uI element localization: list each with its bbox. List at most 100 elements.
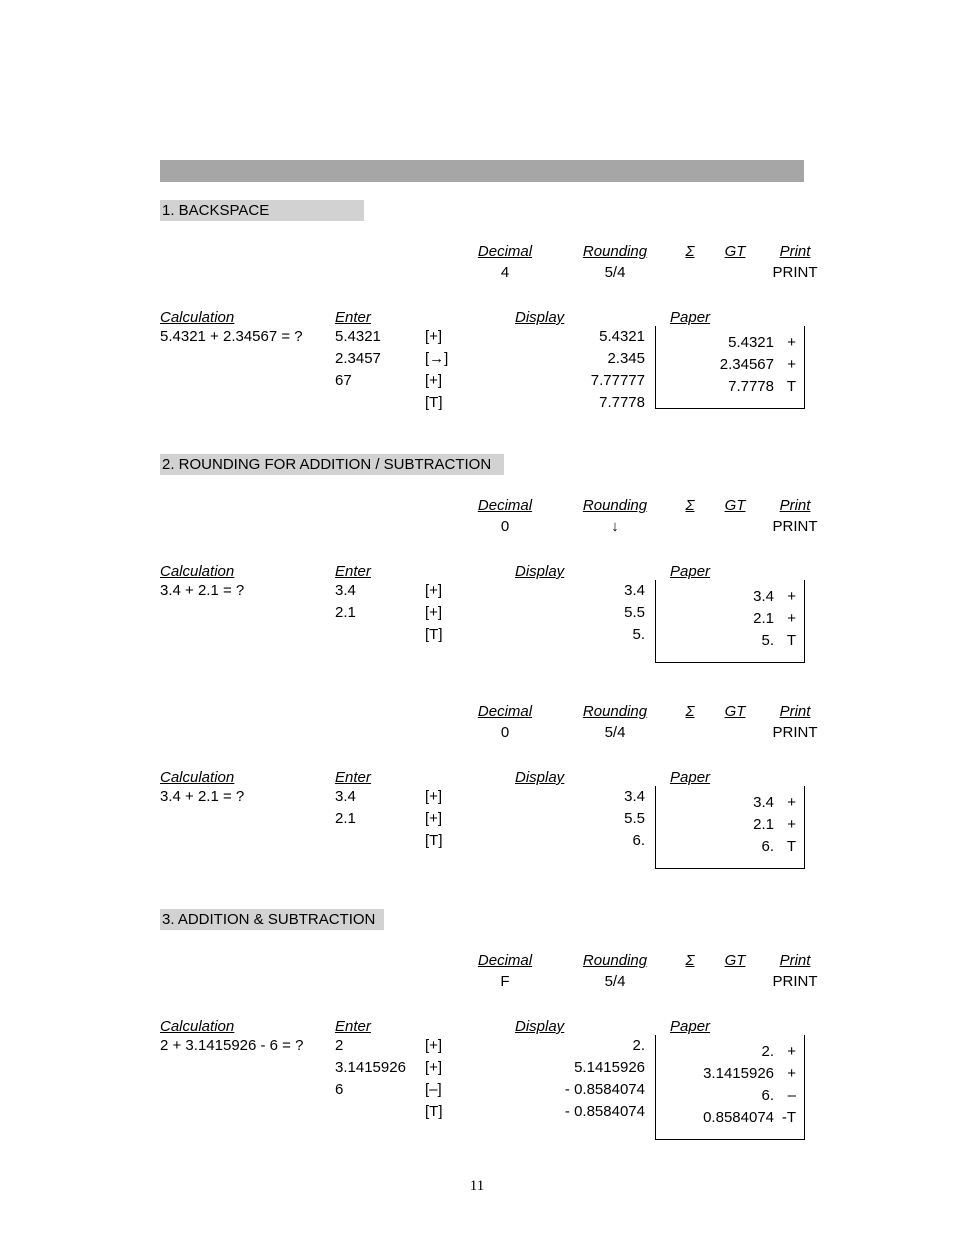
data-area: 3.4 + 2.1 = ?3.4[+]3.42.1[+]5.5[T]5.3.4+… bbox=[160, 580, 804, 663]
enter-cell: 3.1415926 bbox=[335, 1057, 425, 1079]
gt-value bbox=[710, 264, 760, 281]
paper-sym: + bbox=[774, 792, 796, 814]
calc-cell bbox=[160, 624, 335, 646]
settings-values: 45/4PRINT bbox=[160, 264, 804, 281]
calc-cell: 5.4321 + 2.34567 = ? bbox=[160, 326, 335, 348]
decimal-label: Decimal bbox=[450, 703, 560, 720]
section: 1. BACKSPACEDecimal Rounding Σ GT Print4… bbox=[160, 200, 804, 414]
enter-cell: 2.1 bbox=[335, 808, 425, 830]
decimal-value: 0 bbox=[450, 518, 560, 535]
paper-sym: T bbox=[774, 836, 796, 858]
paper-tape: 2.+3.1415926+6.–0.8584074-T bbox=[655, 1035, 805, 1140]
data-area: 2 + 3.1415926 - 6 = ?2[+]2.3.1415926[+]5… bbox=[160, 1035, 804, 1140]
paper-tape: 5.4321+2.34567+7.7778T bbox=[655, 326, 805, 409]
example-block: Decimal Rounding Σ GT PrintF5/4PRINTCalc… bbox=[160, 952, 804, 1140]
decimal-value: 4 bbox=[450, 264, 560, 281]
data-row: [T]5. bbox=[160, 624, 645, 646]
data-row: [T]6. bbox=[160, 830, 645, 852]
data-row: 2.3457[→]2.345 bbox=[160, 348, 645, 370]
display-cell: 5.1415926 bbox=[515, 1057, 645, 1079]
section-header: 2. ROUNDING FOR ADDITION / SUBTRACTION bbox=[160, 454, 504, 475]
enter-cell: 2.3457 bbox=[335, 348, 425, 370]
calc-cell bbox=[160, 1057, 335, 1079]
sigma-value bbox=[670, 724, 710, 741]
decimal-label: Decimal bbox=[450, 497, 560, 514]
display-cell: 7.77777 bbox=[515, 370, 645, 392]
data-area: 3.4 + 2.1 = ?3.4[+]3.42.1[+]5.5[T]6.3.4+… bbox=[160, 786, 804, 869]
paper-num: 3.1415926 bbox=[664, 1063, 774, 1085]
display-header: Display bbox=[515, 769, 645, 786]
sigma-label: Σ bbox=[670, 952, 710, 969]
enter-cell: 2.1 bbox=[335, 602, 425, 624]
display-cell: 3.4 bbox=[515, 786, 645, 808]
settings-labels: Decimal Rounding Σ GT Print bbox=[160, 497, 804, 514]
settings-values: F5/4PRINT bbox=[160, 973, 804, 990]
paper-num: 5.4321 bbox=[664, 332, 774, 354]
display-cell: - 0.8584074 bbox=[515, 1101, 645, 1123]
paper-num: 2.34567 bbox=[664, 354, 774, 376]
paper-num: 3.4 bbox=[664, 792, 774, 814]
paper-line: 3.4+ bbox=[664, 792, 796, 814]
gt-value bbox=[710, 724, 760, 741]
key-cell: [+] bbox=[425, 1057, 515, 1079]
gt-label: GT bbox=[710, 952, 760, 969]
enter-header: Enter bbox=[335, 563, 425, 580]
data-row: [T]7.7778 bbox=[160, 392, 645, 414]
paper-sym: + bbox=[774, 332, 796, 354]
page-number: 11 bbox=[0, 1178, 954, 1195]
calc-cell: 3.4 + 2.1 = ? bbox=[160, 580, 335, 602]
enter-header: Enter bbox=[335, 769, 425, 786]
enter-cell bbox=[335, 624, 425, 646]
rounding-label: Rounding bbox=[560, 243, 670, 260]
key-cell: [+] bbox=[425, 326, 515, 348]
sigma-value bbox=[670, 264, 710, 281]
rounding-label: Rounding bbox=[560, 497, 670, 514]
key-cell: [T] bbox=[425, 392, 515, 414]
paper-header: Paper bbox=[645, 1018, 820, 1035]
paper-line: 2.1+ bbox=[664, 814, 796, 836]
paper-line: 0.8584074-T bbox=[664, 1107, 796, 1129]
paper-sym: T bbox=[774, 376, 796, 398]
key-cell: [T] bbox=[425, 1101, 515, 1123]
print-value: PRINT bbox=[760, 264, 830, 281]
paper-line: 2.+ bbox=[664, 1041, 796, 1063]
key-cell: [+] bbox=[425, 786, 515, 808]
key-cell: [+] bbox=[425, 1035, 515, 1057]
calc-cell bbox=[160, 830, 335, 852]
gt-label: GT bbox=[710, 703, 760, 720]
enter-cell bbox=[335, 392, 425, 414]
calc-cell bbox=[160, 392, 335, 414]
calc-cell bbox=[160, 1079, 335, 1101]
paper-header: Paper bbox=[645, 309, 820, 326]
decimal-value: F bbox=[450, 973, 560, 990]
data-row: [T]- 0.8584074 bbox=[160, 1101, 645, 1123]
table-header: CalculationEnterDisplayPaper bbox=[160, 769, 804, 786]
enter-header: Enter bbox=[335, 1018, 425, 1035]
settings-values: 0↓PRINT bbox=[160, 518, 804, 535]
key-cell: [+] bbox=[425, 808, 515, 830]
paper-num: 5. bbox=[664, 630, 774, 652]
data-row: 3.1415926[+]5.1415926 bbox=[160, 1057, 645, 1079]
enter-cell: 67 bbox=[335, 370, 425, 392]
calc-header: Calculation bbox=[160, 769, 335, 786]
data-row: 67[+]7.77777 bbox=[160, 370, 645, 392]
paper-sym: + bbox=[774, 608, 796, 630]
display-cell: 5. bbox=[515, 624, 645, 646]
sigma-value bbox=[670, 518, 710, 535]
rounding-value: ↓ bbox=[560, 518, 670, 535]
example-block: Decimal Rounding Σ GT Print05/4PRINTCalc… bbox=[160, 703, 804, 869]
key-cell: [–] bbox=[425, 1079, 515, 1101]
table-header: CalculationEnterDisplayPaper bbox=[160, 1018, 804, 1035]
print-label: Print bbox=[760, 497, 830, 514]
key-cell: [+] bbox=[425, 580, 515, 602]
calc-cell bbox=[160, 370, 335, 392]
paper-tape: 3.4+2.1+6.T bbox=[655, 786, 805, 869]
decimal-label: Decimal bbox=[450, 952, 560, 969]
enter-cell: 5.4321 bbox=[335, 326, 425, 348]
settings-labels: Decimal Rounding Σ GT Print bbox=[160, 243, 804, 260]
data-row: 3.4 + 2.1 = ?3.4[+]3.4 bbox=[160, 786, 645, 808]
paper-num: 2. bbox=[664, 1041, 774, 1063]
print-label: Print bbox=[760, 243, 830, 260]
paper-sym: -T bbox=[774, 1107, 796, 1129]
key-cell: [+] bbox=[425, 370, 515, 392]
